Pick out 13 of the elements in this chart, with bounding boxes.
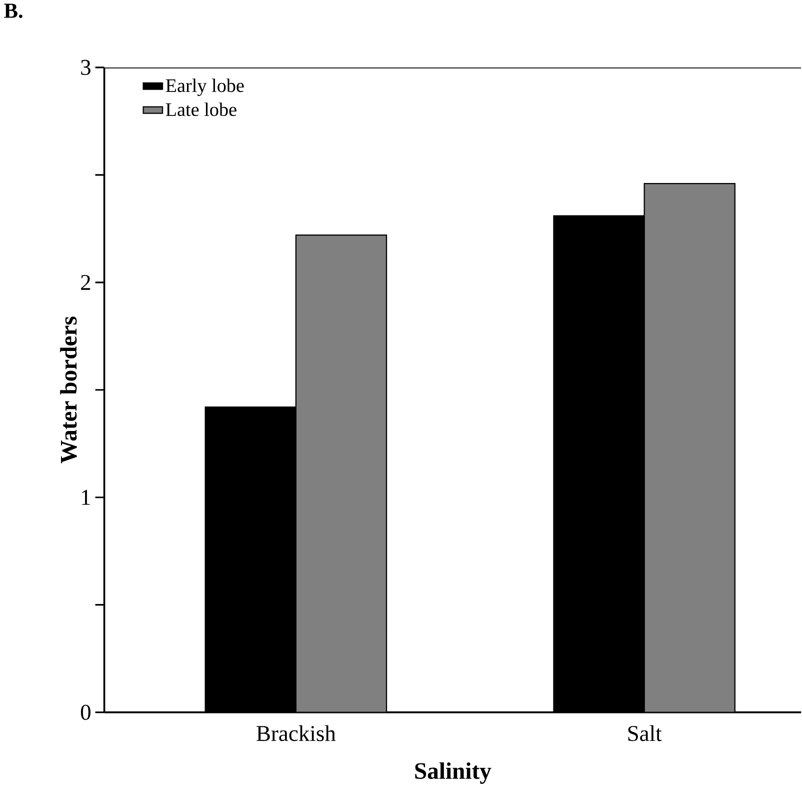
y-tick-label: 0 (80, 704, 90, 720)
legend-label: Early lobe (166, 78, 244, 96)
y-axis-title: Water borders (60, 316, 77, 464)
y-tick-label: 2 (81, 275, 90, 290)
bar (644, 183, 736, 713)
legend-label: Late lobe (166, 102, 236, 116)
x-axis-title: Salinity (415, 762, 492, 784)
x-tick-label: Brackish (256, 725, 336, 742)
y-tick-label: 3 (81, 60, 90, 76)
y-tick-label: 1 (82, 490, 90, 505)
x-tick-label: Salt (628, 725, 662, 742)
bar (295, 234, 388, 713)
chart-title: B. (4, 4, 22, 18)
